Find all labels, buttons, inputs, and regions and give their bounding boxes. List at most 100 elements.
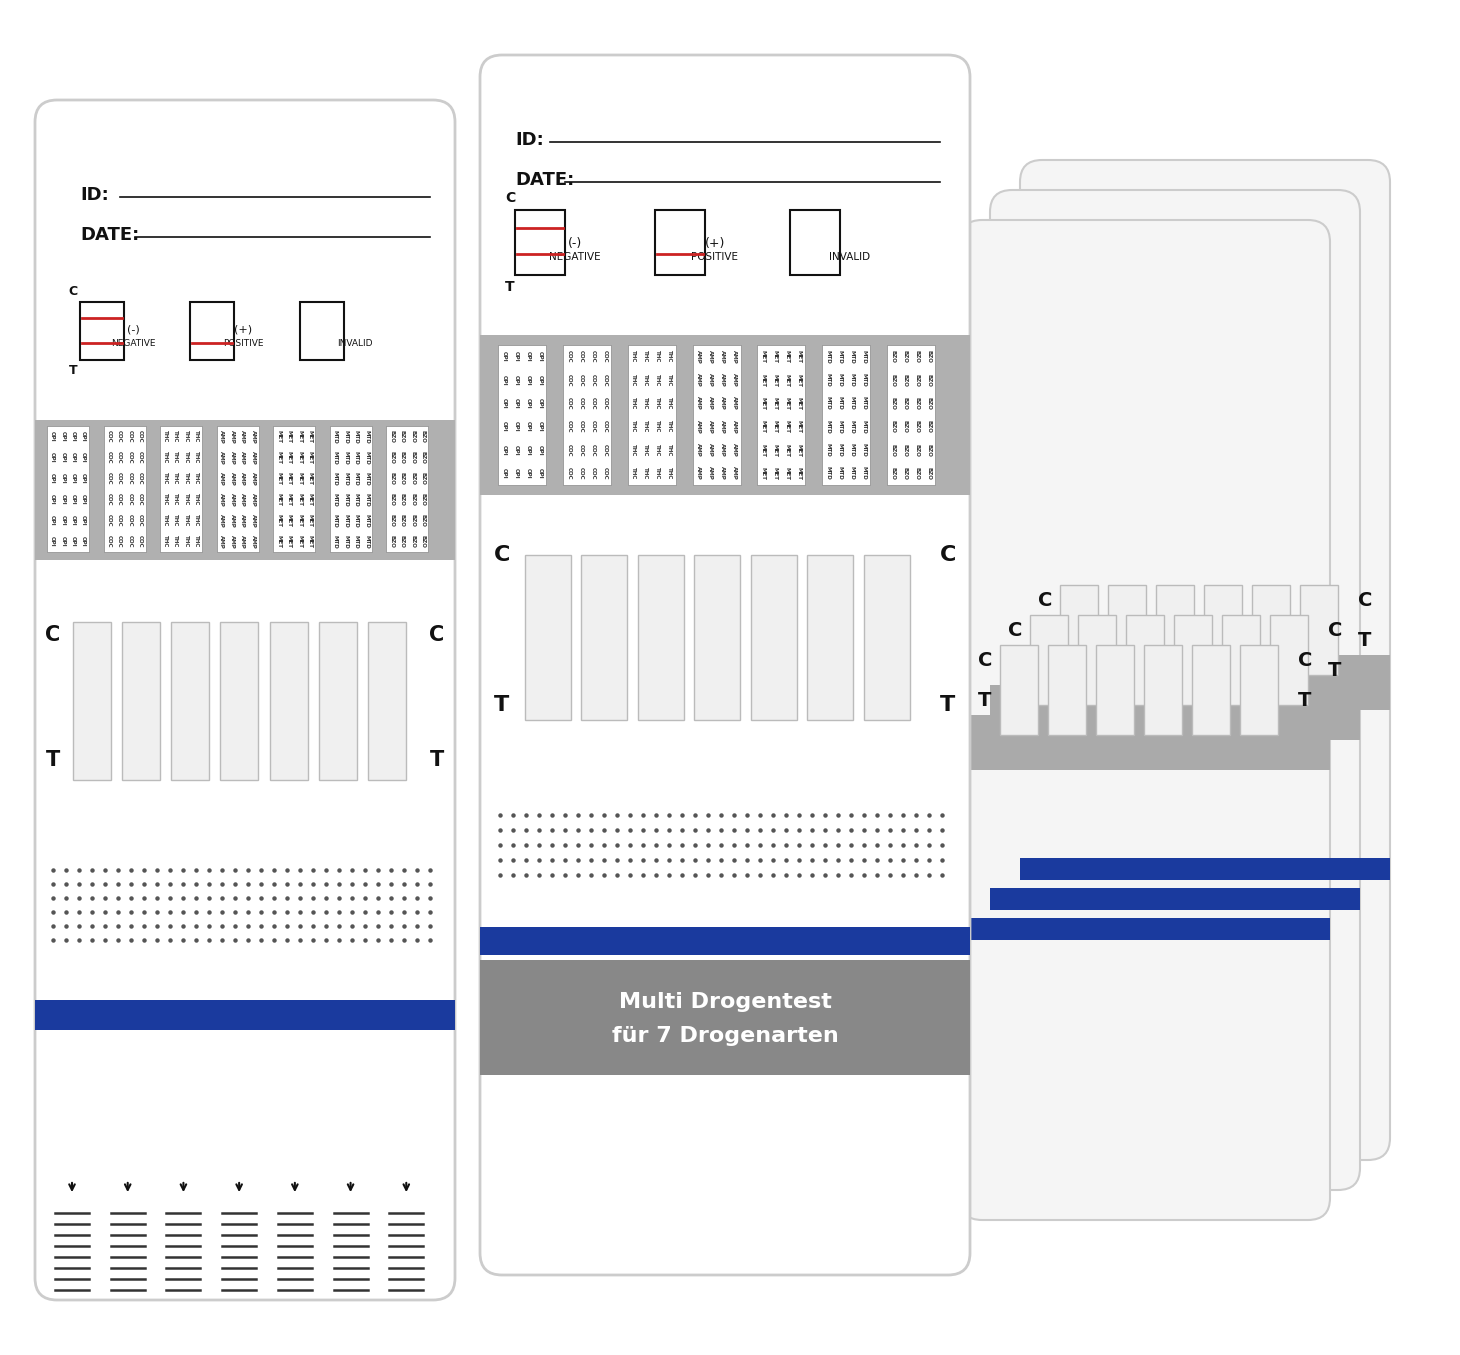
Text: MET: MET — [286, 451, 292, 463]
Text: INVALID: INVALID — [829, 252, 870, 262]
Text: COC: COC — [566, 467, 571, 480]
Bar — [480, 335, 969, 495]
Text: OPI: OPI — [501, 421, 507, 432]
FancyBboxPatch shape — [961, 220, 1330, 1220]
Text: BZO: BZO — [410, 514, 415, 527]
Text: THC: THC — [174, 451, 178, 463]
Bar — [1253, 585, 1291, 675]
Text: BZO: BZO — [420, 514, 426, 527]
Text: COC: COC — [137, 430, 143, 443]
Bar — [273, 425, 315, 551]
Text: THC: THC — [164, 451, 168, 463]
Text: MET: MET — [308, 472, 312, 485]
Text: COC: COC — [603, 443, 607, 457]
Text: BZO: BZO — [420, 472, 426, 485]
Text: MET: MET — [772, 374, 778, 386]
Text: THC: THC — [164, 473, 168, 485]
Text: COC: COC — [107, 535, 111, 547]
Bar — [171, 622, 209, 780]
Text: AMP: AMP — [241, 493, 245, 507]
Text: THC: THC — [164, 535, 168, 547]
Text: OPI: OPI — [82, 515, 86, 526]
Text: BZO: BZO — [420, 451, 426, 463]
Text: T: T — [495, 695, 510, 715]
Text: COC: COC — [127, 493, 133, 505]
Text: BZO: BZO — [891, 467, 895, 480]
Text: MTD: MTD — [838, 373, 842, 388]
Text: OPI: OPI — [501, 398, 507, 409]
Text: C: C — [1358, 591, 1372, 610]
Text: MTD: MTD — [343, 472, 347, 485]
Bar — [750, 556, 797, 720]
Text: COC: COC — [137, 472, 143, 485]
Text: AMP: AMP — [720, 350, 726, 363]
Text: COC: COC — [127, 514, 133, 527]
Text: C: C — [1038, 591, 1053, 610]
Bar — [581, 556, 628, 720]
Text: OPI: OPI — [50, 431, 55, 442]
Text: AMP: AMP — [231, 472, 235, 485]
Text: COC: COC — [603, 420, 607, 434]
Text: OPI: OPI — [60, 431, 66, 442]
Bar — [299, 302, 345, 360]
Text: MET: MET — [296, 472, 302, 485]
Text: MTD: MTD — [850, 397, 854, 411]
Text: T: T — [1298, 691, 1311, 710]
Text: AMP: AMP — [231, 535, 235, 549]
Text: MET: MET — [286, 535, 292, 547]
Text: OPI: OPI — [70, 495, 76, 505]
Text: AMP: AMP — [731, 397, 737, 411]
Text: OPI: OPI — [501, 375, 507, 385]
Text: THC: THC — [631, 420, 637, 432]
Bar — [515, 210, 565, 275]
Text: AMP: AMP — [251, 535, 255, 549]
Text: COC: COC — [566, 443, 571, 457]
Text: AMP: AMP — [231, 493, 235, 507]
Text: COC: COC — [117, 535, 121, 547]
Text: THC: THC — [644, 351, 648, 363]
Bar — [73, 622, 111, 780]
Bar — [692, 346, 740, 485]
Text: MTD: MTD — [850, 466, 854, 480]
Text: AMP: AMP — [241, 472, 245, 485]
Text: AMP: AMP — [696, 373, 701, 388]
Text: BZO: BZO — [902, 420, 908, 434]
Bar — [330, 425, 372, 551]
Text: AMP: AMP — [731, 420, 737, 434]
Text: (-): (-) — [127, 325, 139, 335]
Bar — [1156, 585, 1194, 675]
Text: T: T — [1358, 630, 1372, 649]
Text: THC: THC — [644, 374, 648, 386]
Text: AMP: AMP — [219, 493, 225, 507]
Text: MET: MET — [296, 430, 302, 443]
Text: COC: COC — [137, 493, 143, 505]
Text: MTD: MTD — [838, 420, 842, 434]
Text: BZO: BZO — [902, 350, 908, 363]
Text: MET: MET — [785, 350, 790, 363]
FancyBboxPatch shape — [990, 190, 1361, 1190]
Text: COC: COC — [117, 451, 121, 463]
Bar — [35, 420, 456, 560]
Text: MET: MET — [797, 397, 802, 409]
Text: COC: COC — [566, 351, 571, 363]
Text: MTD: MTD — [861, 397, 867, 411]
Text: OPI: OPI — [514, 398, 518, 409]
Text: THC: THC — [174, 493, 178, 505]
Text: MTD: MTD — [838, 397, 842, 411]
Bar — [270, 622, 308, 780]
Text: OPI: OPI — [526, 467, 530, 478]
Text: OPI: OPI — [50, 515, 55, 526]
Text: COC: COC — [603, 397, 607, 409]
Text: THC: THC — [656, 444, 660, 457]
Text: OPI: OPI — [537, 398, 543, 409]
Bar — [1000, 645, 1038, 734]
Bar — [35, 1000, 456, 1030]
Text: MTD: MTD — [343, 430, 347, 443]
Text: MET: MET — [761, 374, 767, 386]
Text: BZO: BZO — [410, 535, 415, 547]
Text: AMP: AMP — [251, 451, 255, 465]
Text: MTD: MTD — [826, 420, 831, 434]
Text: MET: MET — [772, 420, 778, 434]
Text: BZO: BZO — [891, 397, 895, 409]
Text: THC: THC — [164, 493, 168, 505]
